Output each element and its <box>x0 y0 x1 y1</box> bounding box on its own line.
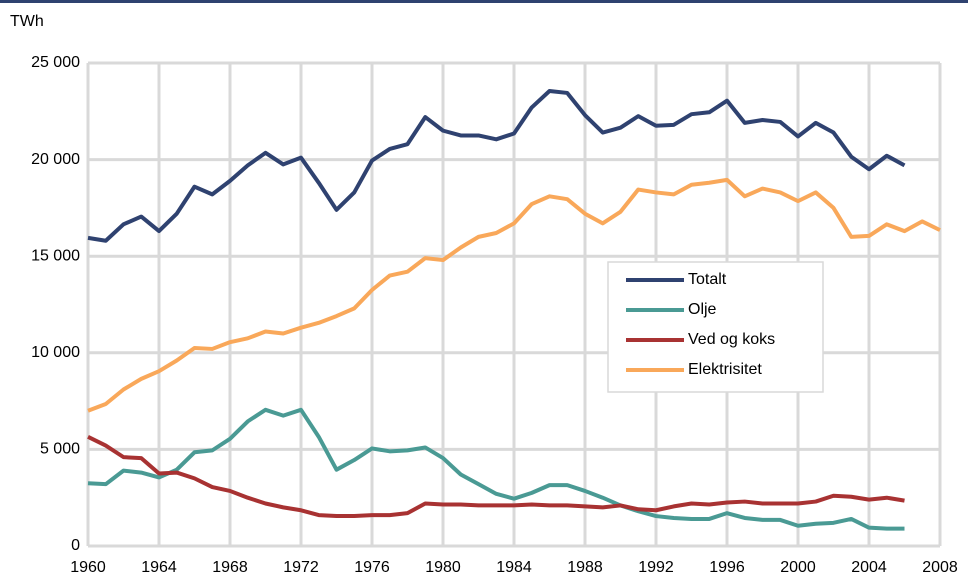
x-tick-label: 1980 <box>425 559 461 576</box>
legend-label: Totalt <box>688 271 727 288</box>
top-border <box>0 0 968 3</box>
y-tick-label: 10 000 <box>31 344 80 361</box>
x-tick-label: 1972 <box>283 559 319 576</box>
x-tick-label: 1976 <box>354 559 390 576</box>
line-series <box>87 407 905 531</box>
legend-label: Elektrisitet <box>688 361 762 378</box>
line-series <box>87 89 906 243</box>
y-tick-label: 20 000 <box>31 151 80 168</box>
x-tick-label: 2004 <box>851 559 887 576</box>
x-tick-label: 1992 <box>638 559 674 576</box>
x-tick-label: 2000 <box>780 559 816 576</box>
y-tick-label: 0 <box>71 537 80 554</box>
x-tick-label: 1988 <box>567 559 603 576</box>
legend-label: Ved og koks <box>688 331 775 348</box>
x-tick-label: 1968 <box>212 559 248 576</box>
x-tick-label: 1960 <box>70 559 106 576</box>
x-tick-label: 1984 <box>496 559 532 576</box>
y-axis-label: TWh <box>10 13 44 30</box>
x-tick-label: 1996 <box>709 559 745 576</box>
x-tick-label: 2008 <box>922 559 958 576</box>
y-tick-label: 5 000 <box>40 441 80 458</box>
legend-label: Olje <box>688 301 717 318</box>
line-series <box>87 435 905 519</box>
y-tick-label: 15 000 <box>31 247 80 264</box>
y-tick-label: 25 000 <box>31 54 80 71</box>
line-series <box>87 177 941 413</box>
x-tick-label: 1964 <box>141 559 177 576</box>
